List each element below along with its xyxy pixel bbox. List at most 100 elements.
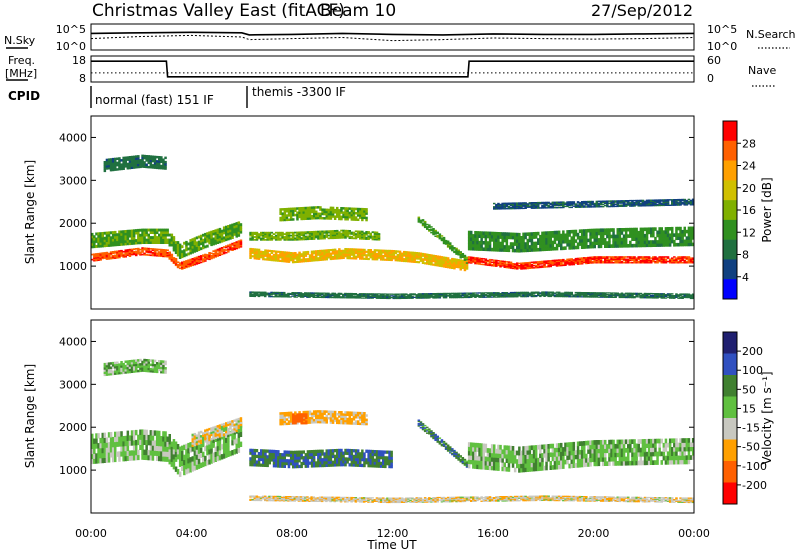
power-cell bbox=[675, 230, 678, 234]
power-cell bbox=[537, 265, 540, 268]
power-cell bbox=[277, 256, 280, 259]
power-cell bbox=[348, 251, 351, 254]
power-cell bbox=[518, 267, 521, 269]
power-cell bbox=[321, 210, 324, 213]
power-cell bbox=[505, 264, 509, 266]
power-cell bbox=[379, 295, 383, 297]
power-cell bbox=[430, 293, 433, 296]
power-cell bbox=[130, 232, 134, 235]
power-cell bbox=[681, 257, 684, 259]
power-cell bbox=[359, 216, 362, 219]
power-cell bbox=[280, 294, 284, 296]
power-cell bbox=[677, 233, 680, 237]
power-cell bbox=[233, 242, 236, 244]
velocity-cell bbox=[103, 432, 107, 438]
power-cell bbox=[551, 294, 555, 296]
power-cell bbox=[407, 295, 410, 297]
power-cell bbox=[524, 293, 527, 295]
power-cell bbox=[162, 231, 165, 234]
power-cell bbox=[505, 235, 509, 240]
power-cell bbox=[386, 249, 389, 252]
power-cell bbox=[371, 296, 374, 298]
power-cell bbox=[524, 204, 527, 206]
power-cell bbox=[174, 259, 178, 261]
power-cell bbox=[591, 241, 594, 246]
power-cell bbox=[255, 257, 259, 260]
power-cell bbox=[361, 216, 364, 219]
power-cell bbox=[553, 295, 557, 297]
power-cell bbox=[143, 238, 146, 242]
power-cell bbox=[645, 292, 649, 295]
power-cell bbox=[629, 296, 632, 298]
power-cell bbox=[689, 262, 693, 264]
power-cell bbox=[317, 253, 320, 256]
power-cell bbox=[662, 256, 666, 258]
power-cell bbox=[476, 240, 479, 245]
power-cell bbox=[482, 234, 485, 239]
power-cell bbox=[264, 253, 267, 256]
power-cell bbox=[478, 259, 481, 262]
power-cell bbox=[497, 202, 500, 205]
power-cell bbox=[557, 233, 561, 238]
power-cell bbox=[608, 234, 611, 239]
power-cell bbox=[344, 232, 347, 235]
power-cell bbox=[562, 240, 565, 244]
power-cell bbox=[421, 223, 425, 226]
power-cell bbox=[122, 161, 125, 164]
power-cell bbox=[522, 205, 525, 207]
power-cell bbox=[164, 249, 167, 251]
power-cell bbox=[656, 204, 659, 207]
power-cell bbox=[336, 253, 339, 256]
velocity-cell bbox=[97, 433, 100, 439]
power-cell bbox=[348, 294, 351, 296]
power-cell bbox=[97, 255, 100, 258]
power-cell bbox=[195, 256, 199, 259]
power-cell bbox=[660, 240, 663, 244]
power-cell bbox=[606, 204, 609, 207]
power-cell bbox=[524, 242, 527, 246]
power-cell bbox=[583, 296, 586, 298]
power-cell bbox=[658, 204, 661, 207]
power-cell bbox=[442, 295, 446, 297]
power-cell bbox=[474, 243, 477, 248]
power-cell bbox=[206, 234, 209, 238]
power-cell bbox=[522, 266, 525, 269]
power-cell bbox=[564, 296, 567, 298]
power-cell bbox=[310, 259, 314, 262]
power-cell bbox=[647, 257, 651, 259]
power-cell bbox=[480, 295, 483, 297]
power-cell bbox=[122, 256, 125, 258]
power-cell bbox=[689, 295, 693, 297]
power-cell bbox=[164, 231, 167, 234]
power-cell bbox=[691, 202, 694, 205]
power-cell bbox=[321, 237, 324, 240]
power-cell bbox=[587, 262, 590, 264]
power-cell bbox=[137, 247, 140, 250]
power-cell bbox=[560, 240, 563, 244]
power-cell bbox=[195, 244, 199, 247]
power-cell bbox=[518, 265, 521, 267]
power-cell bbox=[681, 256, 684, 258]
power-cell bbox=[580, 232, 584, 237]
power-cell bbox=[202, 241, 205, 245]
power-cell bbox=[476, 260, 479, 263]
power-cell bbox=[158, 236, 161, 239]
power-cell bbox=[522, 294, 525, 296]
power-cell bbox=[419, 254, 423, 257]
power-cell bbox=[480, 296, 483, 298]
power-cell bbox=[329, 294, 332, 296]
power-cell bbox=[627, 295, 630, 297]
power-cell bbox=[306, 206, 310, 210]
power-cell bbox=[122, 158, 125, 162]
power-cell bbox=[503, 292, 506, 295]
power-cell bbox=[417, 255, 421, 258]
power-cell bbox=[564, 233, 567, 238]
power-cell bbox=[294, 237, 297, 240]
power-cell bbox=[526, 265, 529, 267]
power-cell bbox=[130, 160, 134, 163]
power-cell bbox=[470, 234, 473, 238]
power-cell bbox=[356, 295, 360, 297]
power-cell bbox=[612, 294, 615, 296]
power-cell bbox=[501, 203, 504, 206]
power-cell bbox=[235, 234, 238, 238]
